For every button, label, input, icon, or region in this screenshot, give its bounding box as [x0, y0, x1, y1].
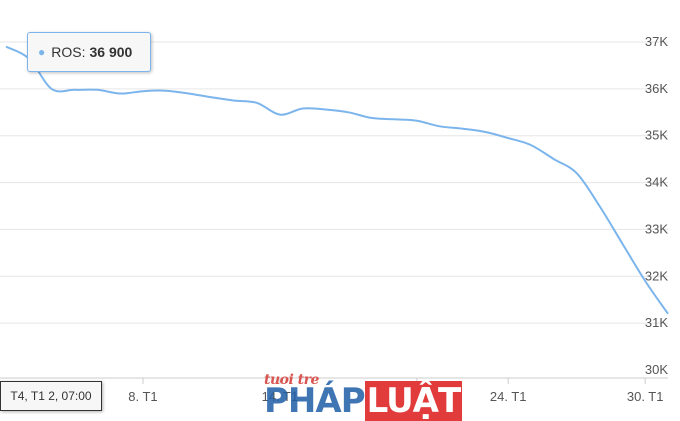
gridlines: [0, 41, 668, 324]
y-tick-label: 30K: [645, 362, 668, 377]
tooltip-value: 36 900: [89, 44, 133, 60]
x-tick-label: 14. T1: [262, 389, 299, 404]
y-tick-label: 32K: [645, 268, 668, 283]
y-tick-label: 31K: [645, 315, 668, 330]
x-tick-label: 30. T1: [627, 389, 664, 404]
y-tick-label: 33K: [645, 221, 668, 236]
y-tick-label: 34K: [645, 175, 668, 190]
y-axis-ticks: 30K 31K 32K 33K 34K 35K 36K 37K: [645, 34, 668, 377]
series-line-ros[interactable]: [5, 45, 669, 315]
tooltip: ● ROS: 36 900: [27, 32, 151, 72]
crosshair-date-label: T4, T1 2, 07:00: [0, 381, 102, 411]
y-tick-label: 37K: [645, 34, 668, 49]
watermark-logo: tuoi tre PHÁPLUẬT: [264, 372, 463, 421]
watermark-main-text: PHÁPLUẬT: [264, 381, 463, 421]
series-dot-icon: ●: [38, 45, 46, 59]
x-tick-label: 24. T1: [490, 389, 527, 404]
y-tick-label: 35K: [645, 128, 668, 143]
tooltip-series-label: ROS:: [51, 44, 86, 60]
watermark-top-text: tuoi tre: [264, 372, 319, 388]
watermark-main-a: PHÁP: [264, 381, 366, 421]
x-tick-label: 8. T1: [128, 389, 157, 404]
y-tick-label: 36K: [645, 81, 668, 96]
watermark-main-b: LUẬT: [364, 381, 463, 421]
